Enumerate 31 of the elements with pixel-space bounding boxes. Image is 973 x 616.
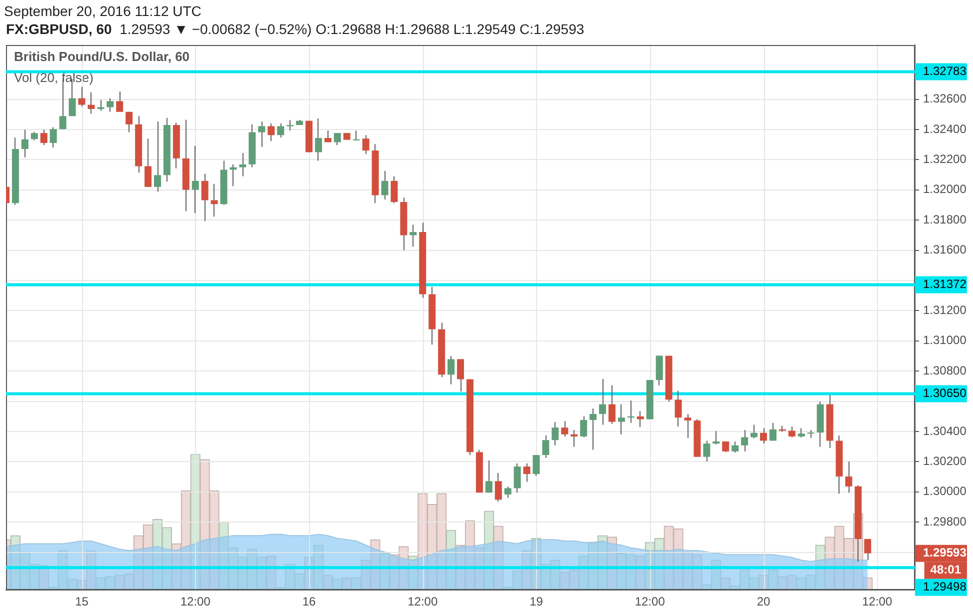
y-tick-label: 1.32600 <box>923 92 967 106</box>
y-tick-label: 1.30200 <box>923 454 967 468</box>
text: 1.29593 <box>923 546 967 560</box>
y-tick-label: 1.32400 <box>923 122 967 136</box>
x-tick-label: 19 <box>530 594 544 608</box>
ref-line-label: 1.29498 <box>923 580 967 594</box>
chart-subtitle: 1.29593 ▼ −0.00682 (−0.52%) O:1.29688 H:1.29688 L:1.29549 C:1.29593 <box>120 21 584 37</box>
x-tick-label: 20 <box>756 594 770 608</box>
x-tick-label: 12:00 <box>180 594 211 608</box>
chart-title: FX:GBPUSD, 60 <box>6 21 112 37</box>
y-tick-label: 1.32200 <box>923 152 967 166</box>
y-tick-label: 1.31600 <box>923 242 967 257</box>
x-tick-label: 12:00 <box>634 594 666 608</box>
annotation: British Pound/U.S. Dollar, 60 <box>14 49 190 64</box>
y-tick-label: 1.31800 <box>923 212 967 226</box>
text: 48:01 <box>930 562 962 577</box>
y-tick-label: 1.31200 <box>923 303 967 318</box>
text: September 20, 2016 11:12 UTC <box>4 3 202 19</box>
y-tick-label: 1.30800 <box>923 363 967 378</box>
x-tick-label: 16 <box>302 594 316 608</box>
y-tick-label: 1.31000 <box>923 333 967 348</box>
x-tick-label: 12:00 <box>862 594 892 608</box>
x-tick-label: 15 <box>75 594 89 608</box>
ref-line-label: 1.31372 <box>923 277 967 292</box>
y-tick-label: 1.30000 <box>923 484 967 498</box>
x-tick-label: 12:00 <box>408 594 438 608</box>
y-tick-label: 1.30400 <box>923 424 967 438</box>
y-tick-label: 1.32000 <box>923 182 967 196</box>
ref-line-label: 1.30650 <box>923 386 967 400</box>
ref-line-label: 1.32783 <box>923 64 967 78</box>
y-tick-label: 1.29800 <box>923 514 967 528</box>
